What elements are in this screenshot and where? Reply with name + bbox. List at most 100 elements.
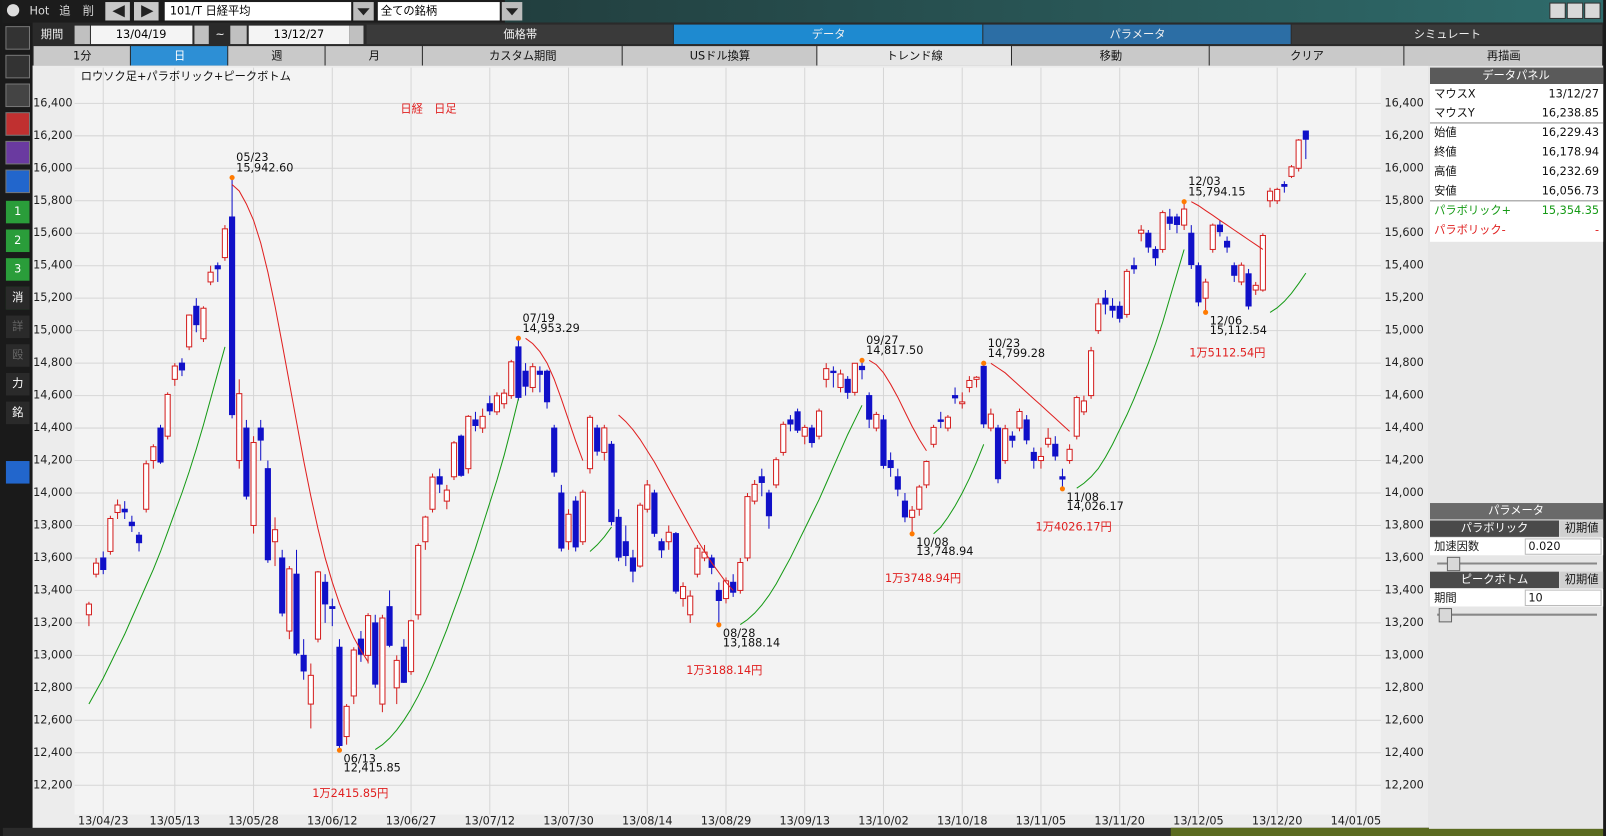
gear-icon[interactable] <box>5 461 30 484</box>
y-tick-label: 14,200 <box>1384 454 1423 467</box>
tab[interactable] <box>366 24 673 45</box>
reset-label: 初期値 <box>1565 572 1599 586</box>
price-note: 1万2415.85円 <box>312 787 388 800</box>
candle-body <box>586 416 594 470</box>
candle-body <box>1159 212 1166 250</box>
button-label: 1分 <box>73 49 91 62</box>
param-value-box[interactable] <box>1524 538 1602 555</box>
tool-icon[interactable] <box>5 169 31 194</box>
button[interactable] <box>33 46 130 66</box>
tab[interactable] <box>983 24 1291 45</box>
overview-range <box>1170 827 1604 836</box>
section-header <box>1430 571 1560 589</box>
from-box[interactable] <box>90 25 193 45</box>
side-button[interactable] <box>5 372 30 396</box>
candle-body <box>973 376 980 380</box>
candle-body <box>508 361 515 397</box>
tool-icon[interactable] <box>5 83 31 108</box>
date-next[interactable] <box>349 25 364 45</box>
side-button[interactable] <box>5 315 30 339</box>
candle-body <box>1052 443 1059 457</box>
candle-body <box>672 533 679 592</box>
y-tick-label: 13,200 <box>1384 616 1423 629</box>
date-drop[interactable] <box>194 25 209 45</box>
candle-body <box>944 416 951 429</box>
side-button[interactable] <box>5 229 30 253</box>
to-box[interactable] <box>248 25 350 45</box>
date-prev[interactable] <box>74 25 90 45</box>
tab[interactable] <box>673 24 983 45</box>
tab[interactable] <box>1291 24 1603 45</box>
candle-body <box>923 460 930 486</box>
button[interactable] <box>622 46 817 66</box>
side-button[interactable] <box>5 286 30 310</box>
add-button[interactable]: 追 <box>59 3 70 17</box>
delete-button[interactable]: 削 <box>83 3 94 17</box>
button[interactable] <box>130 46 228 66</box>
candle-body <box>1023 419 1030 441</box>
y-tick-label: 15,600 <box>33 226 72 239</box>
y-tick-label: 13,800 <box>1384 518 1423 531</box>
candle-body <box>1073 397 1080 437</box>
candle-body <box>558 492 565 549</box>
candle-body <box>400 646 407 683</box>
side-button[interactable] <box>5 200 30 224</box>
data-label: マウスX <box>1434 87 1476 100</box>
x-tick-label: 13/12/05 <box>1173 815 1224 828</box>
candle-body <box>178 362 186 371</box>
candle-body <box>837 373 844 388</box>
candle-body <box>1095 303 1102 332</box>
hot-button[interactable]: Hot <box>29 4 49 17</box>
reset-button[interactable] <box>1560 571 1604 589</box>
sar-line <box>231 184 1264 663</box>
param-value-box[interactable] <box>1524 589 1602 606</box>
date-prev[interactable] <box>230 25 247 45</box>
candle-body <box>1216 224 1223 233</box>
window-button[interactable] <box>1566 2 1584 19</box>
window-button[interactable] <box>1549 2 1566 19</box>
reset-button[interactable] <box>1560 520 1604 537</box>
candle-body <box>916 486 923 510</box>
symbol-box[interactable] <box>164 2 352 21</box>
candle-body <box>271 529 279 543</box>
candle-body <box>615 516 622 558</box>
tool-icon[interactable] <box>5 112 31 136</box>
button[interactable] <box>817 46 1011 66</box>
tool-icon[interactable] <box>5 26 31 50</box>
universe-box[interactable] <box>377 2 500 21</box>
peak-marker <box>515 335 521 341</box>
button[interactable] <box>325 46 422 66</box>
slider-thumb[interactable] <box>1446 556 1461 572</box>
button[interactable] <box>1404 46 1603 66</box>
candle-body <box>1245 273 1252 307</box>
candle-body <box>887 460 894 469</box>
candle-body <box>1102 297 1109 305</box>
candle-body <box>1181 208 1188 226</box>
slider-thumb[interactable] <box>1438 608 1453 623</box>
candle-body <box>186 314 193 348</box>
y-tick-label: 16,400 <box>1384 96 1423 109</box>
candle-body <box>815 410 823 437</box>
candle-body <box>1116 305 1123 319</box>
button[interactable] <box>228 46 325 66</box>
button[interactable] <box>422 46 622 66</box>
candle-body <box>858 365 866 371</box>
tool-icon[interactable] <box>5 54 31 79</box>
candle-body <box>823 368 830 380</box>
tool-icon[interactable] <box>5 140 31 165</box>
y-tick-label: 15,800 <box>1384 194 1423 207</box>
candle-body <box>486 403 493 412</box>
data-value: 16,229.43 <box>1542 126 1599 139</box>
button[interactable] <box>1012 46 1209 66</box>
candle-body <box>365 615 372 656</box>
side-button[interactable] <box>5 344 30 367</box>
button[interactable] <box>1209 46 1404 66</box>
side-button[interactable] <box>5 258 30 281</box>
side-button[interactable] <box>5 401 30 425</box>
candle-body <box>572 500 579 548</box>
peak-marker <box>981 360 987 366</box>
window-button[interactable] <box>1584 2 1601 19</box>
candle-body <box>1259 234 1266 291</box>
price-note: 1万5112.54円 <box>1189 346 1265 359</box>
